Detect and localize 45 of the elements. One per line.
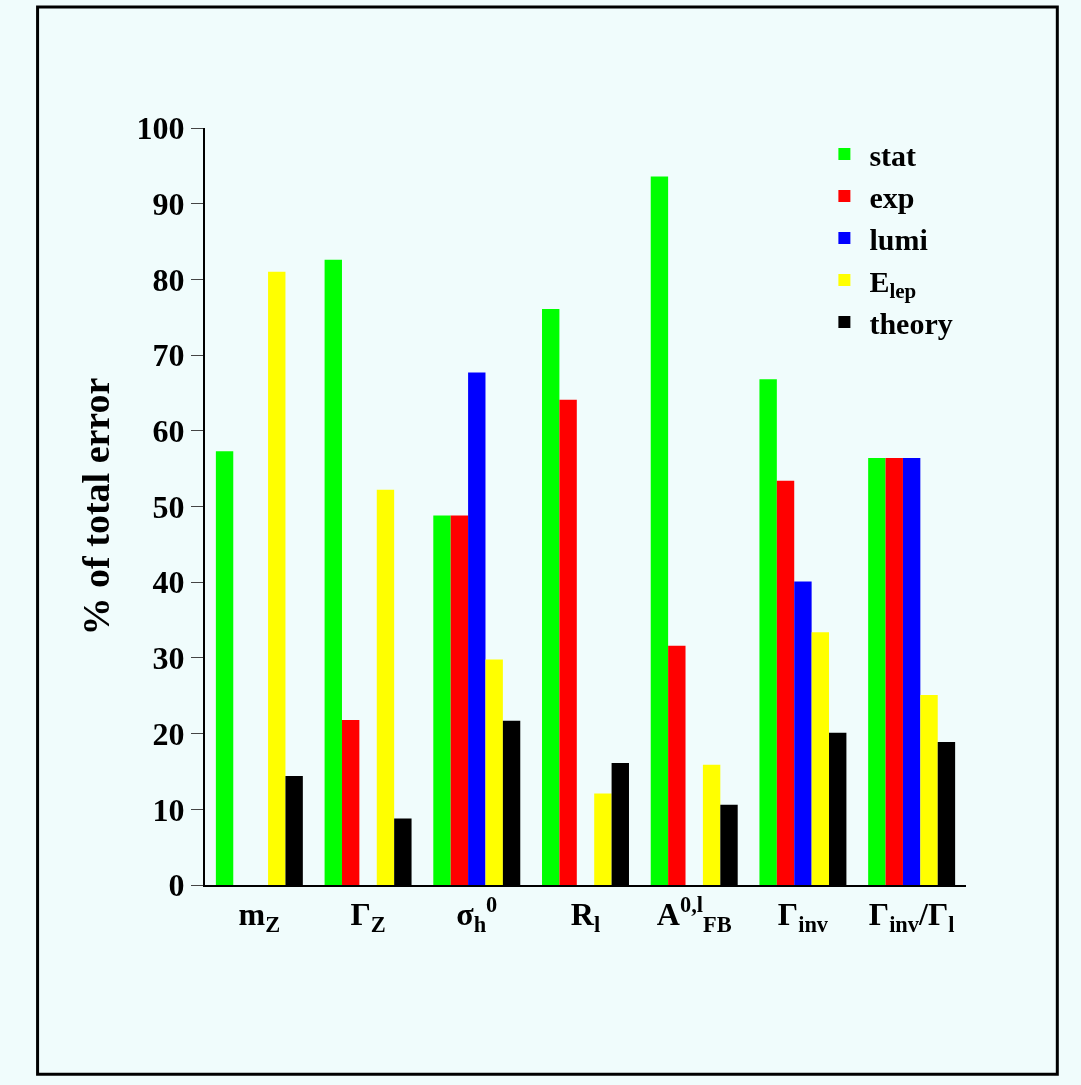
bar (324, 259, 342, 885)
y-tick-label: 0 (168, 867, 185, 904)
y-tick-label: 60 (152, 413, 185, 449)
bar (468, 372, 486, 885)
y-tick-label: 40 (152, 564, 185, 601)
bar (759, 379, 777, 885)
x-tick-label: R$_{l}$ (570, 896, 601, 938)
bar (542, 308, 560, 885)
legend-label: stat (869, 138, 917, 172)
bar (268, 271, 286, 885)
bar (776, 480, 795, 885)
legend-label: theory (869, 306, 953, 340)
bar (668, 645, 686, 885)
bar (702, 764, 721, 885)
bar (559, 399, 577, 885)
bar (650, 176, 669, 885)
y-tick-label: 70 (152, 337, 185, 374)
bar (485, 659, 503, 885)
legend-label: lumi (869, 222, 928, 256)
bar (450, 515, 469, 885)
y-tick-label: 100 (136, 110, 185, 147)
bar (920, 694, 938, 885)
y-axis-title: % of total error (75, 377, 118, 636)
bar (902, 458, 921, 885)
legend-label: exp (869, 180, 915, 214)
bar (794, 581, 812, 885)
legend-label: E$_{lep}$ (869, 264, 917, 303)
bar (594, 793, 612, 885)
bar (811, 632, 830, 885)
y-tick-label: 50 (152, 488, 185, 525)
x-tick-label: Γ$_{inv}$/Γ$_{l}$ (868, 896, 955, 938)
bar (376, 489, 395, 885)
y-tick-label: 80 (152, 261, 185, 298)
y-tick-label: 20 (152, 715, 185, 752)
bar (215, 451, 234, 885)
bar (868, 458, 886, 885)
x-tick-label: m$_{Z}$ (238, 896, 281, 938)
bar (341, 719, 360, 885)
bar (433, 515, 451, 885)
y-tick-label: 90 (152, 185, 185, 222)
y-tick-label: 10 (152, 791, 185, 828)
x-tick-label: Γ$_{inv}$ (777, 896, 829, 938)
x-tick-label: Γ$_{Z}$ (350, 896, 386, 938)
bar (885, 458, 903, 885)
y-tick-label: 30 (152, 640, 185, 677)
